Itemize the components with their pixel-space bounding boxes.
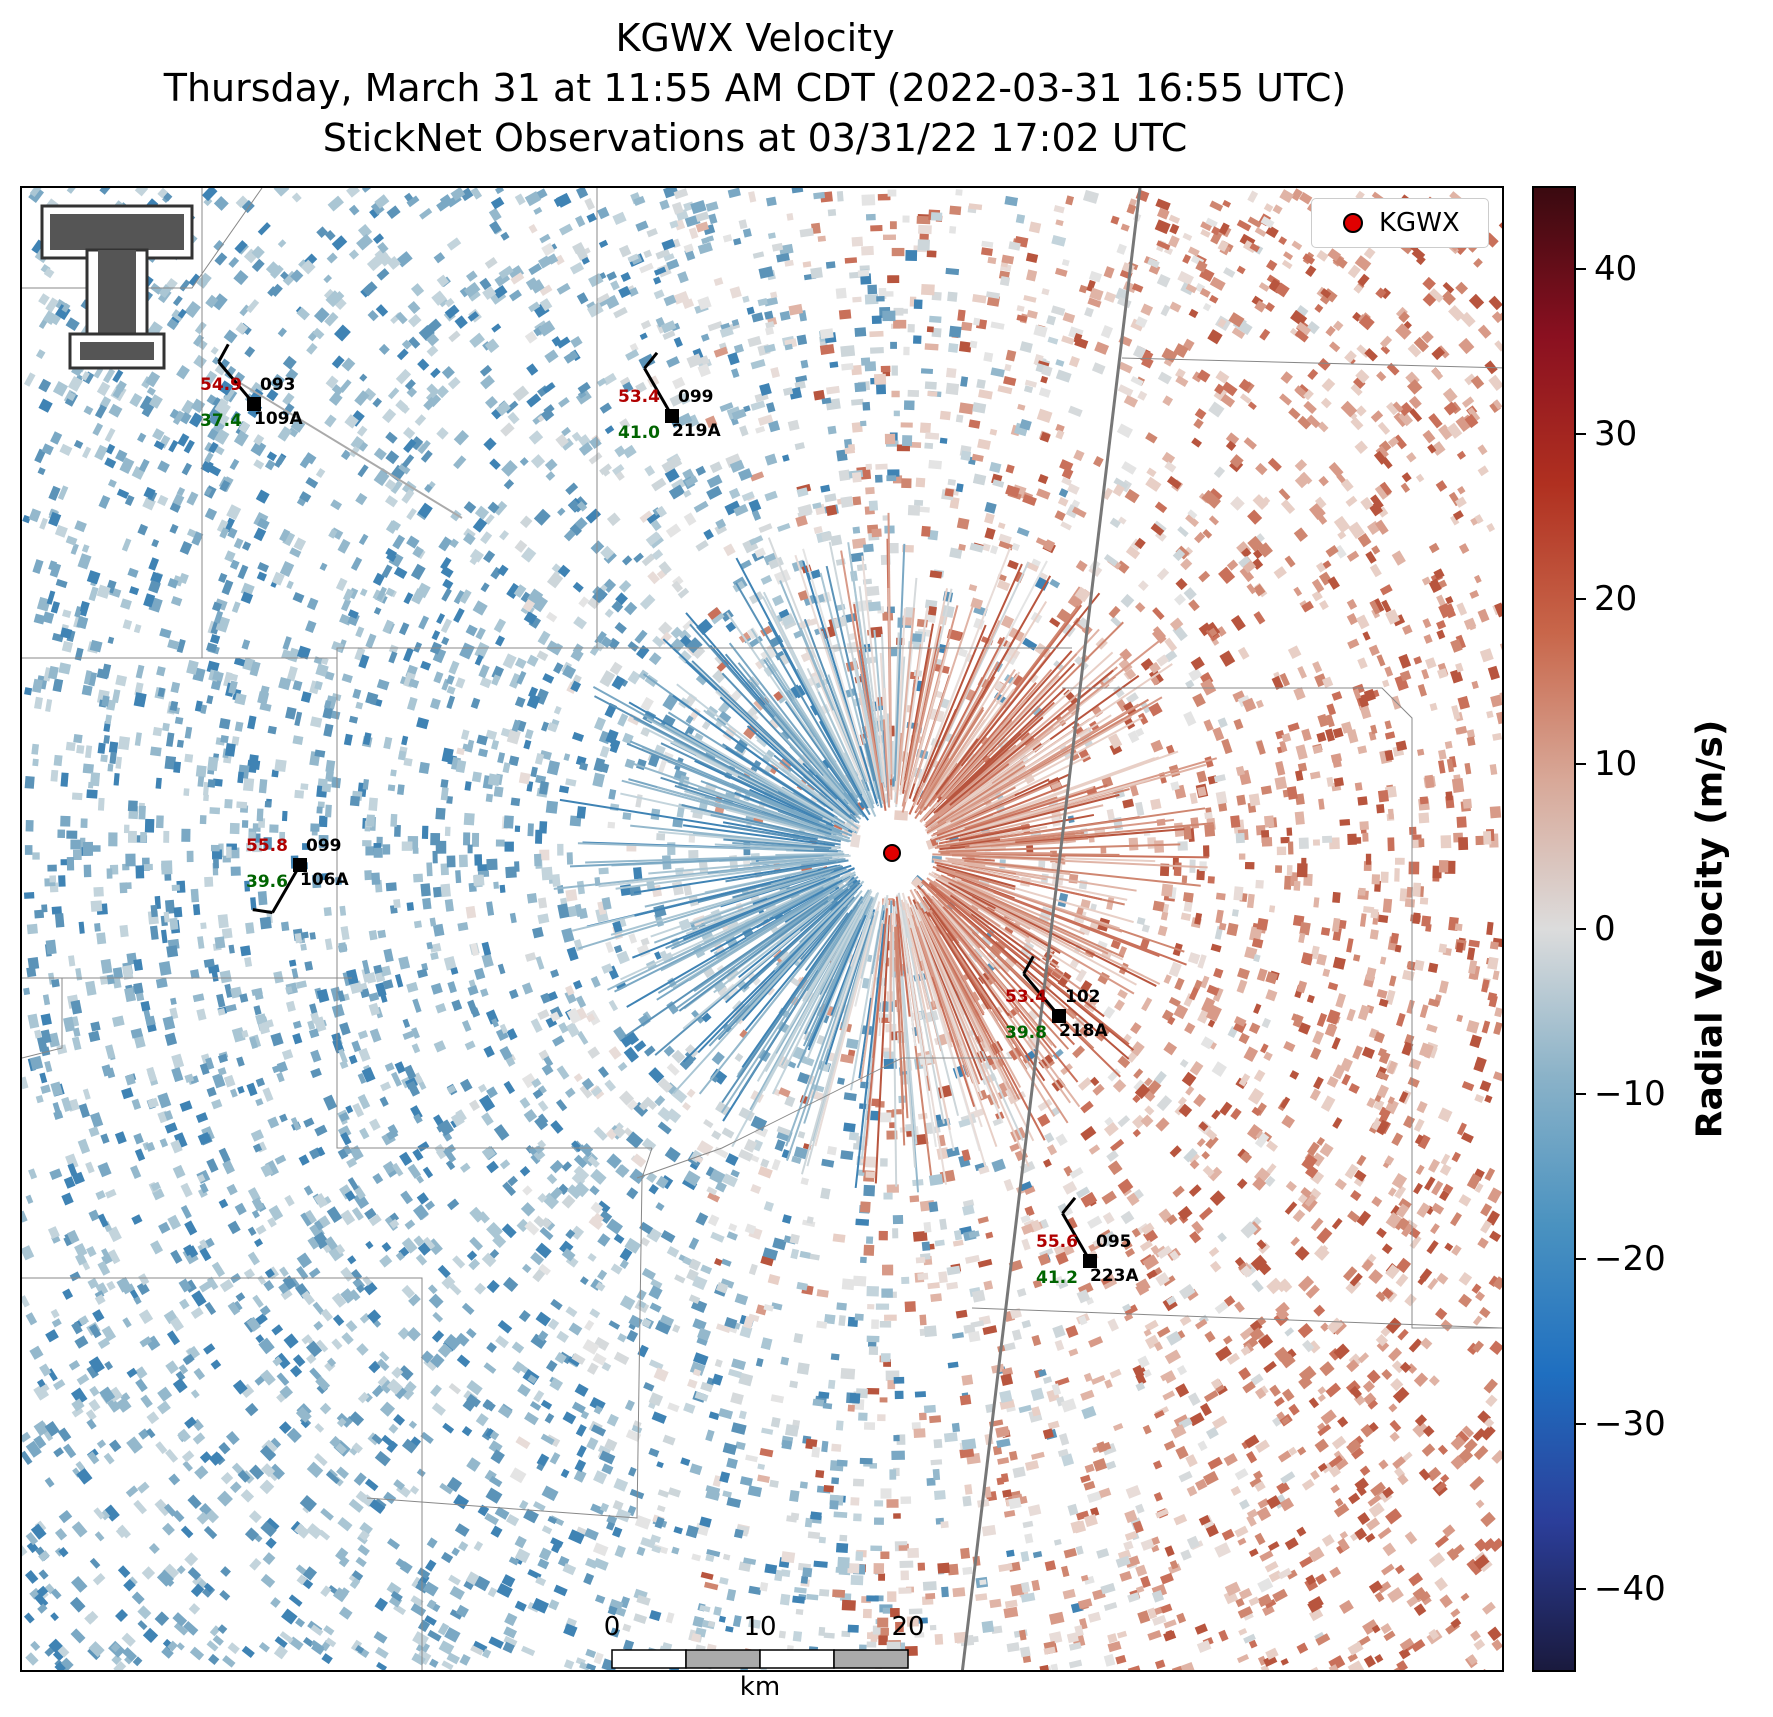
- scale-label-20: 20: [891, 1612, 925, 1642]
- wind-barb-223A: [1061, 1212, 1092, 1262]
- colorbar-tick: 20: [1576, 579, 1637, 619]
- station-temperature: 55.8: [246, 836, 288, 856]
- county-boundary: [22, 977, 63, 1059]
- county-boundary: [22, 188, 263, 289]
- colorbar-tick: −30: [1576, 1404, 1666, 1444]
- colorbar-tick: 10: [1576, 744, 1637, 784]
- station-temperature: 54.9: [200, 375, 242, 395]
- station-id: 218A: [1059, 1021, 1108, 1041]
- wind-barb-109A: [217, 360, 256, 405]
- velocity-field: [22, 188, 1502, 1670]
- chart-subtitle-observations: StickNet Observations at 03/31/22 17:02 …: [322, 116, 1188, 160]
- scale-label-10: 10: [743, 1612, 777, 1642]
- colorbar-ticks: 40 30 20 10 0 −10 −20 −30 −40: [1576, 186, 1666, 1672]
- colorbar-tick-label: −40: [1594, 1569, 1666, 1610]
- chart-title: KGWX Velocity: [615, 16, 895, 60]
- colorbar-tick-label: 10: [1594, 743, 1638, 784]
- colorbar-label: Radial Velocity (m/s): [1689, 719, 1731, 1139]
- station-dewpoint: 37.4: [200, 411, 242, 431]
- wind-barb-flag-219A: [643, 351, 659, 370]
- wind-barb-flag-218A: [1022, 955, 1035, 975]
- station-pressure: 093: [260, 375, 296, 395]
- chart-subtitle-time: Thursday, March 31 at 11:55 AM CDT (2022…: [163, 66, 1347, 110]
- highway-line: [960, 188, 1142, 1670]
- county-boundary: [1121, 357, 1502, 369]
- colorbar-tick-label: 40: [1594, 248, 1638, 289]
- county-boundary: [366, 1147, 653, 1519]
- station-id: 109A: [254, 409, 303, 429]
- scale-bar: [611, 1649, 909, 1669]
- radar-site-legend-marker: [1343, 213, 1363, 233]
- county-boundary: [636, 1057, 1012, 1179]
- radar-site-marker: [883, 844, 901, 862]
- legend: KGWX: [1311, 198, 1489, 248]
- wind-barb-219A: [643, 367, 674, 417]
- colorbar-tick-label: −10: [1594, 1074, 1666, 1115]
- colorbar-tick: 30: [1576, 414, 1637, 454]
- colorbar-tick-label: −30: [1594, 1404, 1666, 1445]
- station-dewpoint: 39.8: [1005, 1023, 1047, 1043]
- colorbar-tick: 0: [1576, 909, 1616, 949]
- wind-barb-106A: [271, 864, 302, 914]
- wind-barb-flag-223A: [1061, 1196, 1077, 1215]
- county-boundary: [1062, 687, 1502, 1329]
- colorbar-tick-label: 0: [1594, 909, 1616, 949]
- colorbar-tick-label: 20: [1594, 578, 1638, 619]
- texas-tech-double-t-logo: [40, 204, 194, 370]
- station-pressure: 099: [678, 387, 714, 407]
- colorbar-tick-label: −20: [1594, 1239, 1666, 1280]
- station-id: 223A: [1090, 1266, 1139, 1286]
- colorbar-tick: −10: [1576, 1074, 1666, 1114]
- wind-barb-flag-109A: [217, 343, 230, 363]
- station-dewpoint: 39.6: [246, 872, 288, 892]
- wind-barb-flag-106A: [252, 908, 273, 915]
- station-id: 219A: [672, 421, 721, 441]
- scale-unit: km: [739, 1672, 781, 1702]
- colorbar-tick: 40: [1576, 249, 1637, 289]
- colorbar-tick: −20: [1576, 1239, 1666, 1279]
- county-boundary: [336, 648, 652, 1149]
- county-boundary: [22, 1277, 423, 1670]
- station-id: 106A: [300, 870, 349, 890]
- colorbar-tick: −40: [1576, 1569, 1666, 1609]
- legend-label: KGWX: [1379, 208, 1460, 238]
- station-pressure: 102: [1065, 987, 1101, 1007]
- county-boundary: [971, 1307, 1502, 1329]
- station-dewpoint: 41.0: [618, 423, 660, 443]
- station-pressure: 095: [1096, 1232, 1132, 1252]
- scale-label-0: 0: [603, 1612, 621, 1642]
- station-temperature: 53.4: [1005, 987, 1047, 1007]
- station-temperature: 55.6: [1036, 1232, 1078, 1252]
- wind-barb-218A: [1022, 972, 1061, 1017]
- colorbar-tick-label: 30: [1594, 413, 1638, 454]
- radar-map[interactable]: [20, 186, 1504, 1672]
- road-line: [231, 377, 463, 519]
- station-temperature: 53.4: [618, 387, 660, 407]
- colorbar: [1532, 186, 1576, 1672]
- station-dewpoint: 41.2: [1036, 1268, 1078, 1288]
- station-pressure: 099: [306, 836, 342, 856]
